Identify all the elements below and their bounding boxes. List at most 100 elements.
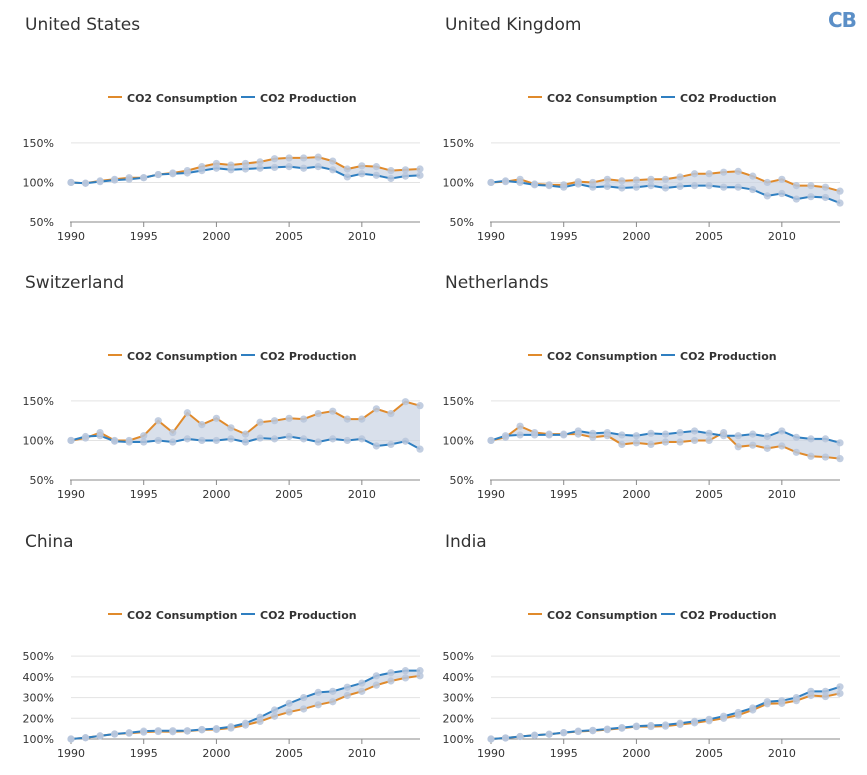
production-point[interactable] [589,726,597,734]
consumption-point[interactable] [300,154,308,162]
production-point[interactable] [690,717,699,725]
legend-item-consumption[interactable]: CO2 Consumption [108,350,238,363]
production-point[interactable] [647,429,655,437]
production-point[interactable] [487,735,495,743]
consumption-point[interactable] [343,165,351,173]
consumption-point[interactable] [632,176,641,184]
consumption-point[interactable] [169,428,177,437]
production-point[interactable] [314,438,322,446]
production-point[interactable] [749,704,757,712]
production-point[interactable] [96,178,104,186]
production-point[interactable] [416,445,424,453]
production-point[interactable] [140,727,148,735]
consumption-point[interactable] [314,701,322,709]
consumption-point[interactable] [676,438,684,446]
production-point[interactable] [67,436,75,445]
production-point[interactable] [183,169,191,177]
consumption-point[interactable] [256,158,264,166]
production-point[interactable] [270,163,279,172]
production-point[interactable] [632,722,641,730]
production-point[interactable] [676,428,684,437]
consumption-point[interactable] [734,443,742,451]
production-point[interactable] [285,699,293,707]
consumption-point[interactable] [329,698,337,706]
production-point[interactable] [531,431,539,439]
production-point[interactable] [256,713,264,721]
legend-item-production[interactable]: CO2 Production [661,350,777,363]
production-point[interactable] [661,184,670,192]
production-point[interactable] [603,428,611,437]
production-point[interactable] [501,432,510,440]
consumption-point[interactable] [285,708,293,716]
production-point[interactable] [401,172,410,180]
production-point[interactable] [690,427,699,435]
production-point[interactable] [821,193,830,202]
consumption-point[interactable] [372,405,380,413]
production-point[interactable] [154,436,162,445]
consumption-point[interactable] [720,168,728,176]
production-point[interactable] [358,435,366,443]
consumption-point[interactable] [416,402,424,410]
production-point[interactable] [329,166,337,174]
production-point[interactable] [778,189,786,198]
production-point[interactable] [387,669,395,677]
production-point[interactable] [807,435,815,443]
production-point[interactable] [792,433,800,441]
consumption-point[interactable] [358,687,366,695]
production-point[interactable] [749,430,757,438]
consumption-point[interactable] [661,438,670,446]
production-point[interactable] [212,436,221,445]
production-point[interactable] [734,432,742,440]
production-point[interactable] [807,687,815,695]
production-point[interactable] [574,727,582,735]
production-point[interactable] [212,164,221,172]
production-point[interactable] [343,436,351,445]
production-point[interactable] [763,192,771,200]
production-point[interactable] [81,432,90,441]
production-point[interactable] [416,171,424,179]
production-point[interactable] [647,182,655,190]
production-point[interactable] [140,174,148,182]
production-point[interactable] [111,176,119,184]
production-point[interactable] [111,730,119,738]
consumption-point[interactable] [416,165,424,173]
consumption-point[interactable] [212,414,221,422]
production-point[interactable] [387,174,395,183]
production-point[interactable] [256,164,264,172]
production-point[interactable] [574,180,582,188]
consumption-point[interactable] [314,409,322,418]
production-point[interactable] [256,434,264,442]
consumption-point[interactable] [516,422,524,430]
production-point[interactable] [227,166,235,174]
production-point[interactable] [690,182,699,190]
production-point[interactable] [140,438,148,446]
consumption-point[interactable] [734,167,742,175]
production-point[interactable] [545,431,553,439]
production-point[interactable] [270,435,279,443]
production-point[interactable] [358,170,366,178]
production-point[interactable] [241,165,250,173]
production-point[interactable] [212,725,221,733]
consumption-point[interactable] [387,677,395,685]
consumption-point[interactable] [763,178,771,187]
consumption-point[interactable] [836,689,844,698]
production-point[interactable] [169,438,177,446]
consumption-point[interactable] [285,154,293,162]
production-point[interactable] [487,436,495,445]
production-point[interactable] [169,170,177,178]
consumption-point[interactable] [618,440,626,449]
production-point[interactable] [501,177,510,185]
production-point[interactable] [545,182,553,190]
production-point[interactable] [618,184,626,192]
production-point[interactable] [154,170,162,179]
consumption-point[interactable] [401,398,410,406]
production-point[interactable] [416,667,424,675]
production-point[interactable] [531,181,539,189]
production-point[interactable] [705,429,713,437]
consumption-point[interactable] [749,172,757,180]
production-point[interactable] [169,727,177,735]
consumption-point[interactable] [690,170,699,178]
production-point[interactable] [603,725,611,733]
production-point[interactable] [589,429,597,437]
production-point[interactable] [792,693,800,702]
